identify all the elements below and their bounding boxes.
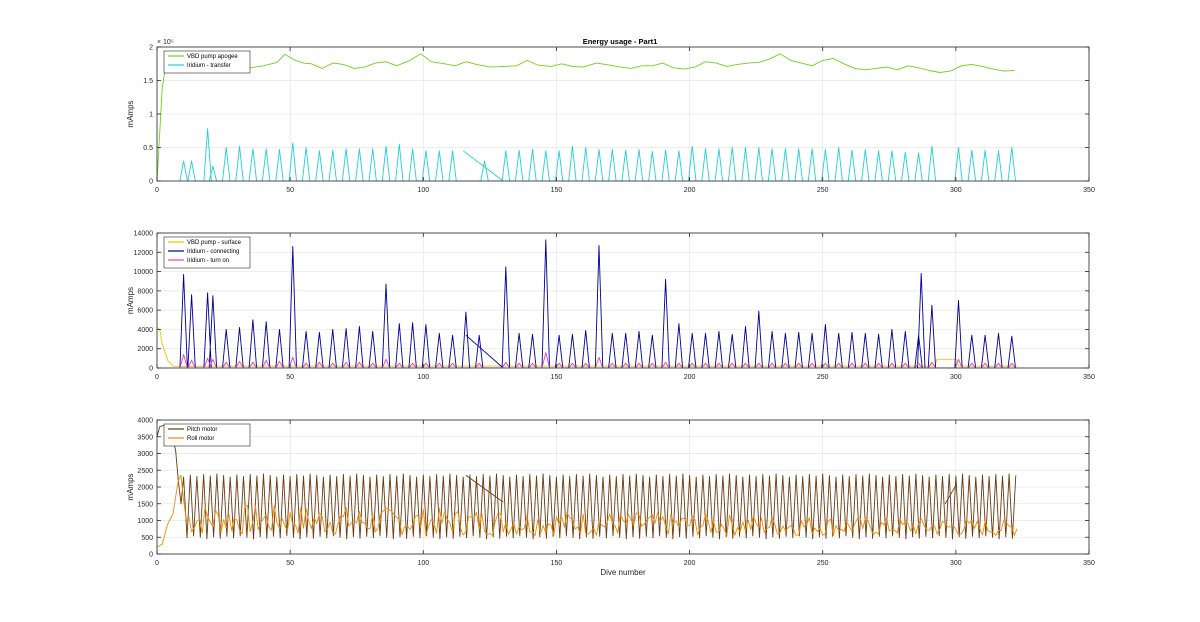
series-group [157,239,1018,368]
y-tick-label: 4000 [137,418,153,425]
legend: VBD pump apogee Iridium - transfer [163,50,251,74]
y-tick-label: 3000 [137,451,153,458]
y-tick-label: 2 [149,45,153,52]
legend: Pitch motor Roll motor [163,423,251,447]
panel-energy-surface-connecting: 0 50 100 150 200 250 300 350 0 2000 4000 6000 8000 10… [126,231,1095,382]
x-tick-label: 250 [817,187,829,194]
x-tick-label: 200 [684,374,696,381]
x-tick-label: 0 [155,374,159,381]
x-tick-label: 200 [684,187,696,194]
y-tick-label: 0 [149,552,153,559]
legend-label: Pitch motor [187,427,217,433]
series-line-1-2 [179,352,1016,368]
series-connector-0-1 [462,150,504,181]
y-tick-label: 1.5 [143,78,153,85]
chart-title: Energy usage - Part1 [583,37,658,46]
panel-energy-apogee-transfer: 0 50 100 150 200 250 300 350 0 0.5 1 1.5 2 × 10⁵ mAmps… [126,39,1095,194]
y-tick-label: 3500 [137,434,153,441]
legend: VBD pump - surface Iridium - connecting Ir… [163,236,251,269]
x-tick-label: 350 [1083,187,1095,194]
y-tick-label: 4000 [137,327,153,334]
legend-label: Iridium - turn on [187,258,229,264]
x-tick-label: 200 [684,560,696,567]
y-axis-label: mAmps [126,473,135,500]
y-tick-label: 1000 [137,518,153,525]
x-tick-label: 300 [950,560,962,567]
x-tick-label: 350 [1083,374,1095,381]
x-tick-label: 0 [155,560,159,567]
y-tick-label: 14000 [134,231,154,238]
legend-box [163,423,251,447]
x-axis-label: Dive number [600,568,646,577]
y-tick-label: 6000 [137,308,153,315]
y-tick-label: 500 [141,535,153,542]
x-tick-label: 300 [950,187,962,194]
panel-motor-currents: 0 50 100 150 200 250 300 3500500100015002000250… [126,418,1095,578]
y-tick-label: 2000 [137,485,153,492]
series-line-2-1 [157,474,1018,548]
x-tick-label: 100 [417,374,429,381]
legend-label: VBD pump apogee [187,54,238,60]
x-tick-label: 150 [551,187,563,194]
y-axis-label: mAmps [126,287,135,314]
x-tick-label: 250 [817,374,829,381]
y-tick-label: 0 [149,366,153,373]
y-tick-label: 8000 [137,288,153,295]
legend-label: Iridium - transfer [187,63,231,69]
series-group [157,53,1016,181]
legend-label: VBD pump - surface [187,240,242,246]
series-group [157,424,1018,548]
series-connector-1-1 [465,334,504,368]
y-tick-label: 2500 [137,468,153,475]
x-tick-label: 350 [1083,560,1095,567]
x-tick-label: 50 [286,374,294,381]
x-tick-label: 150 [551,374,563,381]
legend-box [163,50,251,74]
axis-box [156,232,1090,369]
legend-label: Roll motor [187,436,214,442]
x-tick-label: 150 [551,560,563,567]
y-tick-label: 10000 [134,269,154,276]
x-tick-label: 250 [817,560,829,567]
series-connector-2-0 [944,485,957,505]
legend-label: Iridium - connecting [187,249,239,255]
x-tick-label: 50 [286,560,294,567]
plot-area [157,233,1089,368]
x-tick-label: 50 [286,187,294,194]
y-tick-label: 1500 [137,501,153,508]
series-line-0-1 [179,128,1016,181]
x-tick-label: 0 [155,187,159,194]
y-tick-label: 1 [149,112,153,119]
series-line-0-0 [157,53,1015,181]
y-axis-label: mAmps [126,100,135,127]
series-line-1-1 [179,239,1016,368]
series-connector-2-0 [465,474,504,503]
y-tick-label: 2000 [137,346,153,353]
y-exponent-label: × 10⁵ [157,39,174,46]
series-line-2-0 [157,424,1017,540]
x-tick-label: 300 [950,374,962,381]
x-tick-label: 100 [417,560,429,567]
x-tick-label: 100 [417,187,429,194]
y-tick-label: 0 [149,179,153,186]
y-tick-label: 0.5 [143,145,153,152]
y-tick-label: 12000 [134,250,154,257]
